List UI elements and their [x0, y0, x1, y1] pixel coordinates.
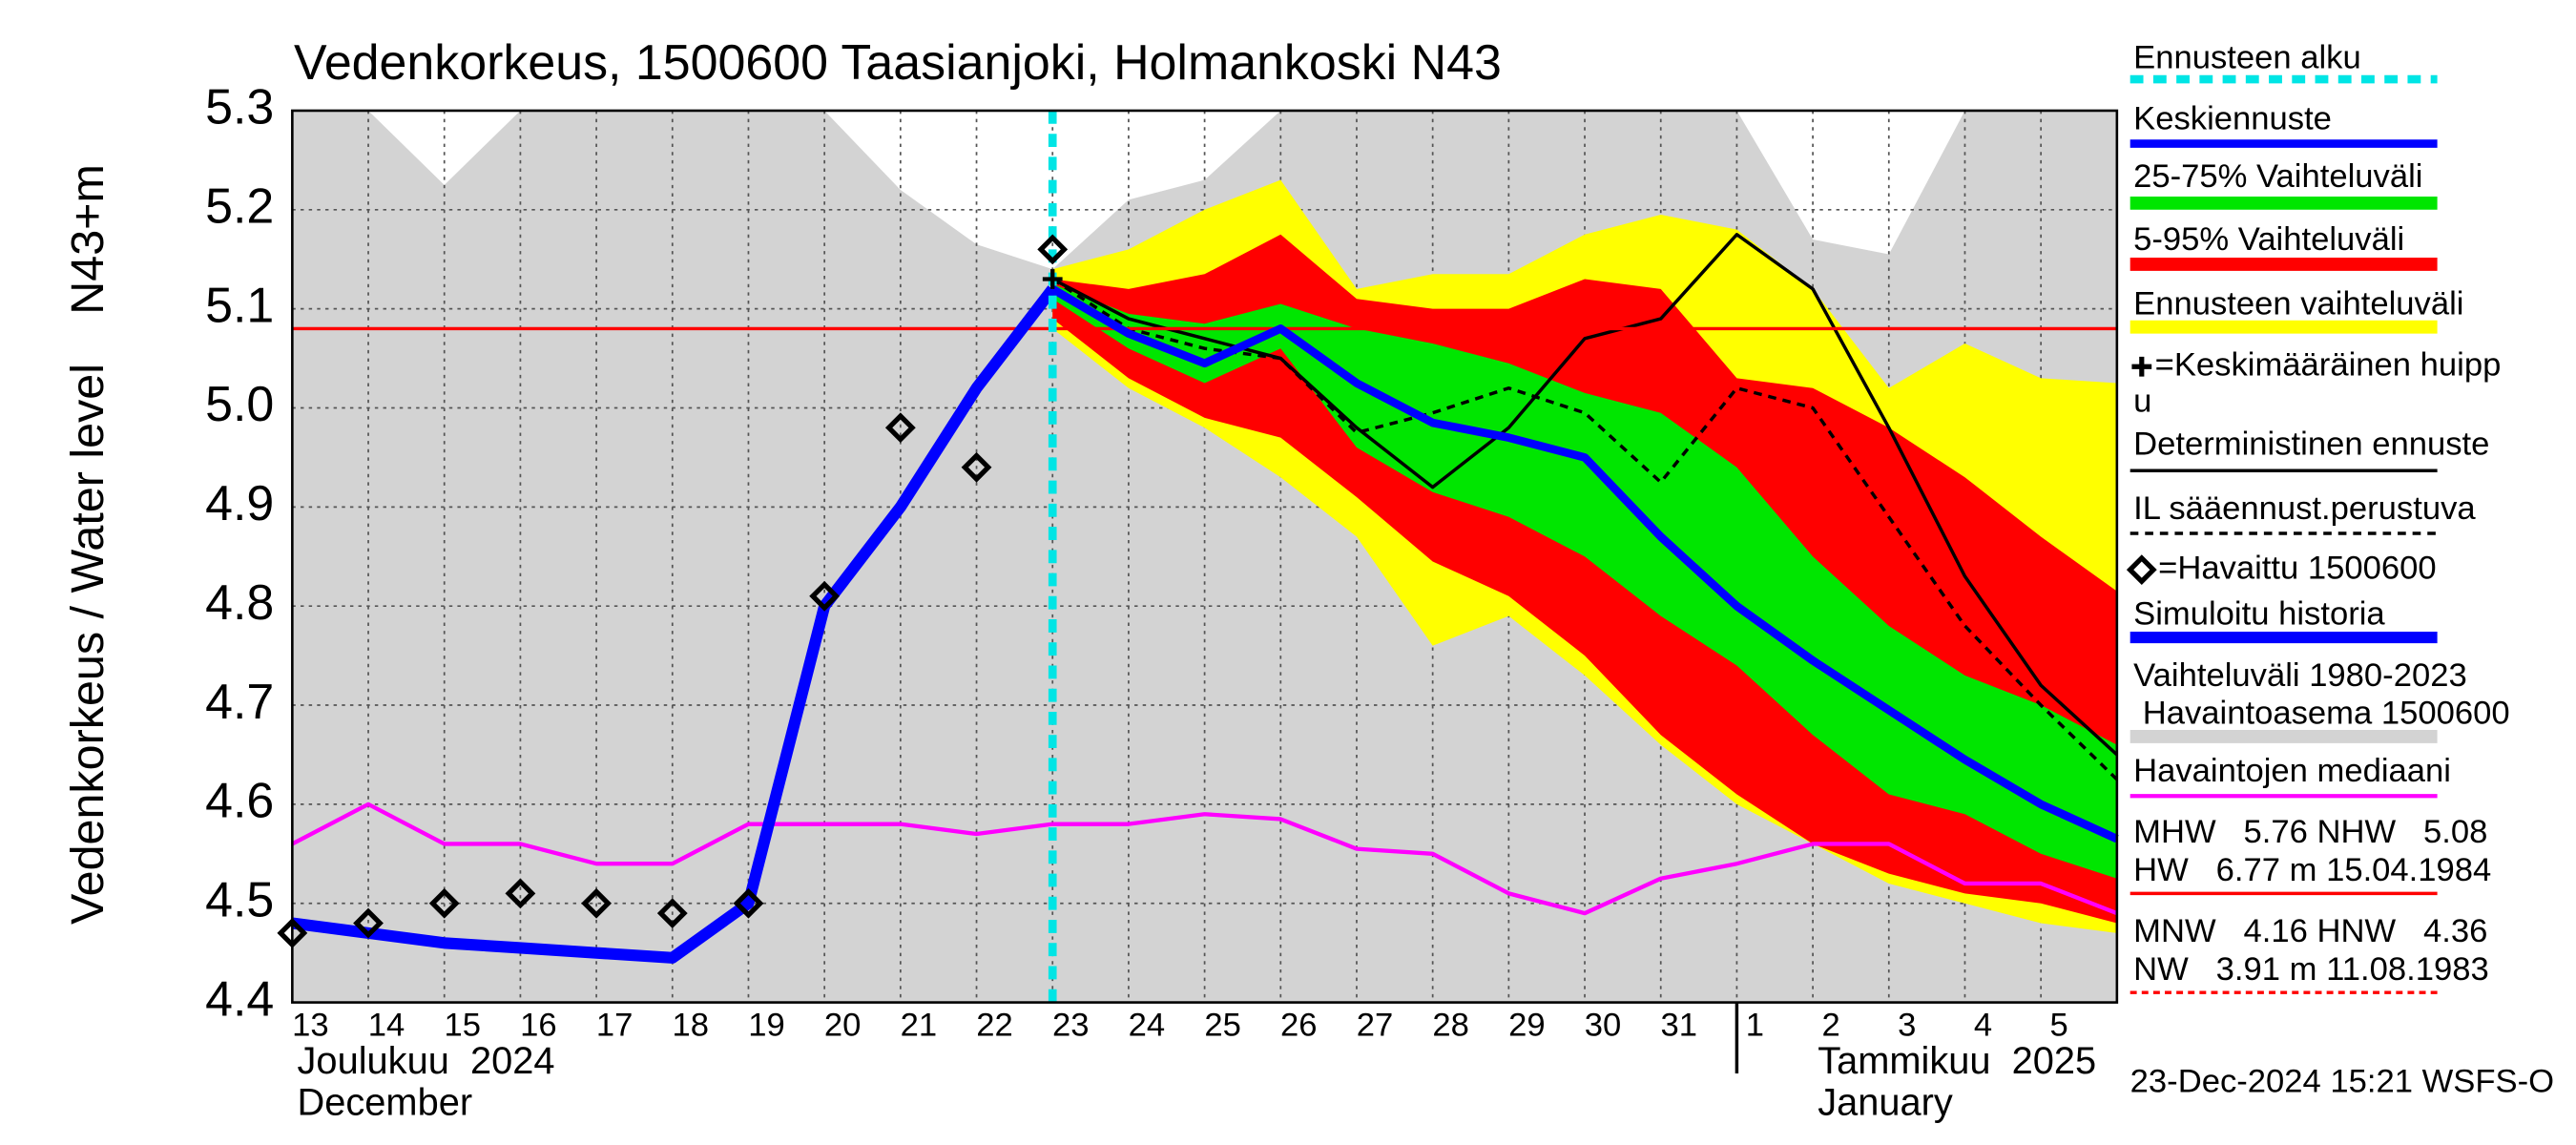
observation-marker [809, 580, 841, 612]
legend-label: Ennusteen vaihteluväli [2133, 285, 2463, 322]
observation-marker [505, 878, 536, 909]
x-tick-label: 15 [445, 1008, 482, 1044]
legend-label: =Keskimääräinen huipp [2155, 346, 2502, 383]
x-tick-label: 1 [1746, 1008, 1764, 1044]
y-tick-label: 5.2 [205, 179, 274, 235]
x-tick-label: 23 [1052, 1008, 1090, 1044]
x-tick-label: 28 [1432, 1008, 1469, 1044]
x-tick-label: 13 [292, 1008, 329, 1044]
month-label-en: December [298, 1081, 473, 1123]
observation-marker [1037, 234, 1069, 265]
legend-label: Havaintojen mediaani [2133, 753, 2451, 789]
x-tick-label: 19 [748, 1008, 785, 1044]
plot-frame [291, 109, 2119, 1004]
mean-peak-marker [1042, 269, 1063, 289]
legend-label: IL sääennust.perustuva [2133, 490, 2476, 527]
y-tick-label: 5.1 [205, 278, 274, 333]
stats-text: MHW 5.76 NHW 5.08 [2133, 814, 2487, 850]
stats-text: MNW 4.16 HNW 4.36 [2133, 913, 2487, 949]
series-line [1050, 285, 2119, 843]
legend-label: Keskiennuste [2133, 100, 2332, 136]
legend-label: Ennusteen alku [2133, 39, 2361, 75]
y-tick-label: 4.5 [205, 872, 274, 927]
legend-label: Deterministinen ennuste [2133, 426, 2489, 462]
legend-label: =Havaittu 1500600 [2158, 550, 2437, 586]
x-tick-label: 27 [1357, 1008, 1394, 1044]
y-axis-unit: N43+m [62, 164, 114, 315]
x-tick-label: 14 [368, 1008, 405, 1044]
x-tick-label: 16 [520, 1008, 557, 1044]
y-tick-label: 5.0 [205, 377, 274, 432]
stats-text: NW 3.91 m 11.08.1983 [2133, 951, 2489, 988]
x-tick-label: 29 [1508, 1008, 1546, 1044]
observation-marker [961, 451, 992, 483]
month-label: Joulukuu 2024 [298, 1040, 555, 1082]
x-tick-label: 5 [2050, 1008, 2068, 1044]
y-tick-label: 5.3 [205, 80, 274, 135]
observation-marker [277, 917, 308, 948]
observation-marker [656, 898, 688, 929]
x-tick-label: 2 [1822, 1008, 1840, 1044]
series-line [1051, 233, 2119, 757]
x-tick-label: 25 [1204, 1008, 1241, 1044]
x-tick-label: 21 [901, 1008, 938, 1044]
chart-title: Vedenkorkeus, 1500600 Taasianjoki, Holma… [294, 35, 1502, 91]
forecast-band [1052, 283, 2117, 879]
x-tick-label: 30 [1585, 1008, 1622, 1044]
x-tick-label: 18 [673, 1008, 710, 1044]
footer: 23-Dec-2024 15:21 WSFS-O [2130, 1064, 2554, 1100]
y-tick-label: 4.8 [205, 575, 274, 631]
x-tick-label: 17 [596, 1008, 634, 1044]
observation-marker [428, 887, 460, 919]
legend-label: 5-95% Vaihteluväli [2133, 221, 2404, 258]
month-label: Tammikuu 2025 [1818, 1040, 2096, 1082]
legend-label: 25-75% Vaihteluväli [2133, 158, 2422, 195]
legend-marker [2126, 554, 2157, 586]
x-tick-label: 24 [1129, 1008, 1166, 1044]
legend-marker [2131, 356, 2152, 377]
series-line [291, 802, 2118, 916]
legend-label: u [2133, 383, 2151, 419]
legend-label: Havaintoasema 1500600 [2133, 696, 2509, 732]
x-tick-label: 31 [1661, 1008, 1698, 1044]
x-tick-label: 3 [1898, 1008, 1916, 1044]
y-tick-label: 4.4 [205, 971, 274, 1027]
observation-marker [353, 907, 384, 939]
x-tick-label: 4 [1974, 1008, 1992, 1044]
series-line [291, 285, 1058, 964]
stats-text: HW 6.77 m 15.04.1984 [2133, 852, 2491, 888]
observation-marker [884, 412, 916, 444]
observation-marker [733, 887, 764, 919]
x-tick-label: 26 [1280, 1008, 1318, 1044]
y-tick-label: 4.9 [205, 476, 274, 531]
y-tick-label: 4.6 [205, 774, 274, 829]
legend-label: Simuloitu historia [2133, 596, 2385, 633]
x-tick-label: 22 [976, 1008, 1012, 1044]
y-tick-label: 4.7 [205, 675, 274, 730]
observation-marker [581, 887, 613, 919]
x-tick-label: 20 [824, 1008, 862, 1044]
legend-label: Vaihteluväli 1980-2023 [2133, 657, 2467, 694]
y-axis-label: Vedenkorkeus / Water level [62, 364, 114, 925]
month-label-en: January [1818, 1081, 1953, 1123]
